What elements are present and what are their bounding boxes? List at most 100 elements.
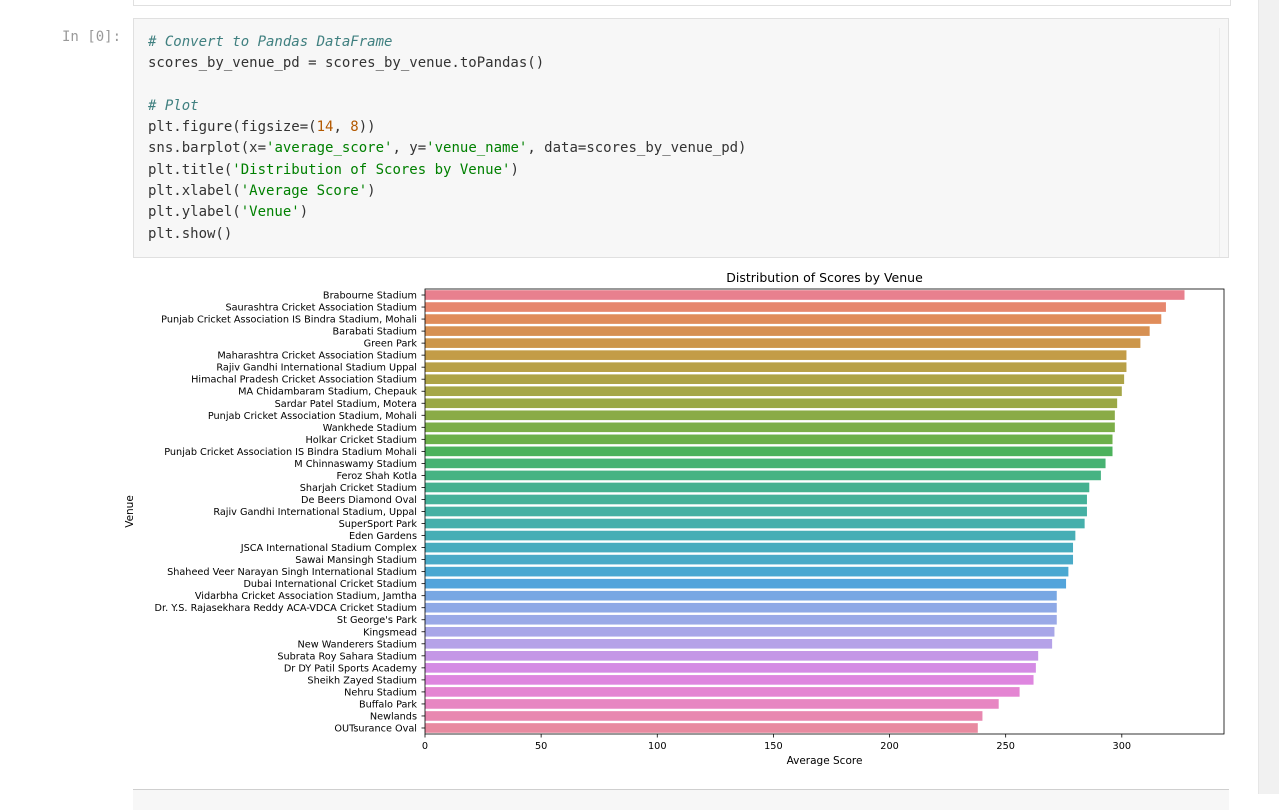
y-tick-label: Sharjah Cricket Stadium [300,483,417,494]
bar [425,530,1076,541]
bar [425,590,1057,601]
y-tick-label: JSCA International Stadium Complex [240,543,418,554]
x-tick-label: 300 [1113,741,1132,752]
bar [425,494,1087,505]
y-tick-label: Himachal Pradesh Cricket Association Sta… [191,375,417,386]
y-tick-label: Rajiv Gandhi International Stadium Uppal [216,363,417,374]
y-tick-label: Saurashtra Cricket Association Stadium [225,303,417,314]
code-token: plt.title( [148,161,233,178]
y-tick-label: De Beers Diamond Oval [301,495,417,506]
y-tick-label: Rajiv Gandhi International Stadium, Uppa… [213,507,417,518]
bar [425,362,1127,372]
bar [425,554,1074,565]
code-line[interactable]: scores_by_venue_pd = scores_by_venue.toP… [148,53,746,74]
code-token: plt.figure(figsize=( [148,119,317,136]
code-token: plt.show() [148,225,233,242]
bar [425,711,983,721]
bar [425,458,1106,469]
bar [425,723,978,733]
bar [425,470,1101,481]
y-axis-label: Venue [124,495,136,528]
chart-title: Distribution of Scores by Venue [726,270,923,285]
code-line[interactable]: plt.figure(figsize=(14, 8)) [148,117,746,138]
bar [425,687,1020,697]
bar [425,290,1185,300]
y-tick-label: Dr DY Patil Sports Academy [284,663,417,674]
bar [425,386,1122,397]
code-string: 'average_score' [266,140,393,157]
x-tick-label: 200 [880,741,899,752]
cell-prompt: In [0]: [62,29,122,45]
bar [425,699,999,709]
bar [425,446,1113,457]
y-tick-label: SuperSport Park [339,519,418,530]
y-tick-label: New Wanderers Stadium [298,639,418,650]
code-string: 'venue_name' [426,140,528,157]
code-editor[interactable]: # Convert to Pandas DataFrame scores_by_v… [143,28,1220,257]
y-tick-label: Maharashtra Cricket Association Stadium [217,351,417,362]
bar [425,566,1069,577]
y-tick-label: Brabourne Stadium [323,291,417,302]
y-tick-label: Punjab Cricket Association IS Bindra Sta… [161,315,417,326]
code-token: plt.ylabel( [148,204,241,221]
code-token: scores_by_venue_pd = scores_by_venue.toP… [148,55,545,72]
bar [425,602,1057,613]
bar [425,374,1125,385]
bar [425,302,1166,312]
code-string: 'Average Score' [240,183,368,200]
code-line[interactable]: # Convert to Pandas DataFrame [148,32,746,53]
y-tick-label: Kingsmead [363,627,417,638]
code-line[interactable] [148,75,746,96]
y-tick-label: Punjab Cricket Association Stadium, Moha… [208,411,417,422]
bar [425,422,1115,433]
bar [425,314,1162,324]
bar [425,410,1115,421]
plot-frame [424,288,1225,735]
y-tick-label: Dr. Y.S. Rajasekhara Reddy ACA-VDCA Cric… [155,603,417,614]
x-tick-label: 150 [764,741,783,752]
y-tick-label: Shaheed Veer Narayan Singh International… [167,567,417,578]
code-line[interactable]: # Plot [148,96,746,117]
y-tick-label: Subrata Roy Sahara Stadium [277,651,417,662]
y-tick-label: Sawai Mansingh Stadium [295,555,417,566]
bar [425,626,1055,637]
y-tick-label: Punjab Cricket Association IS Bindra Sta… [164,447,417,458]
y-tick-label: Eden Gardens [349,531,417,542]
bar [425,518,1085,529]
bar [425,578,1067,589]
code-token: plt.xlabel( [148,183,241,200]
code-token: ) [299,204,309,221]
code-cell[interactable]: # Convert to Pandas DataFrame scores_by_v… [133,18,1229,258]
y-tick-label: MA Chidambaram Stadium, Chepauk [238,387,417,398]
code-line[interactable]: plt.title('Distribution of Scores by Ven… [148,160,746,181]
y-tick-label: Buffalo Park [359,699,417,710]
x-tick-label: 100 [648,741,667,752]
bar [425,506,1087,517]
y-tick-label: M Chinnaswamy Stadium [294,459,417,470]
y-tick-label: Sardar Patel Stadium, Motera [275,399,417,410]
y-tick-label: Feroz Shah Kotla [336,471,417,482]
code-line[interactable]: plt.xlabel('Average Score') [148,181,746,202]
y-tick-label: Holkar Cricket Stadium [305,435,417,446]
code-token: , [333,119,351,136]
page-scrollbar[interactable] [1258,0,1279,794]
bar [425,338,1141,348]
y-tick-label: Barabati Stadium [333,327,417,338]
code-string: 'Venue' [240,204,300,221]
code-token: )) [358,119,376,136]
code-token: , data=scores_by_venue_pd) [527,140,747,157]
y-tick-label: Sheikh Zayed Stadium [307,675,417,686]
code-token: sns.barplot(x= [148,140,267,157]
bar [425,614,1057,625]
next-cell[interactable] [133,789,1229,810]
output-area: Brabourne Stadium Saurashtra Cricket Asso… [120,264,1230,774]
code-line[interactable]: plt.show() [148,224,746,245]
bar [425,434,1113,445]
code-number: 8 [350,119,359,136]
code-lines[interactable]: # Convert to Pandas DataFrame scores_by_v… [148,32,746,245]
code-line[interactable]: sns.barplot(x='average_score', y='venue_… [148,138,746,159]
code-line[interactable]: plt.ylabel('Venue') [148,202,746,223]
bar [425,663,1036,673]
x-tick-label: 250 [996,741,1015,752]
